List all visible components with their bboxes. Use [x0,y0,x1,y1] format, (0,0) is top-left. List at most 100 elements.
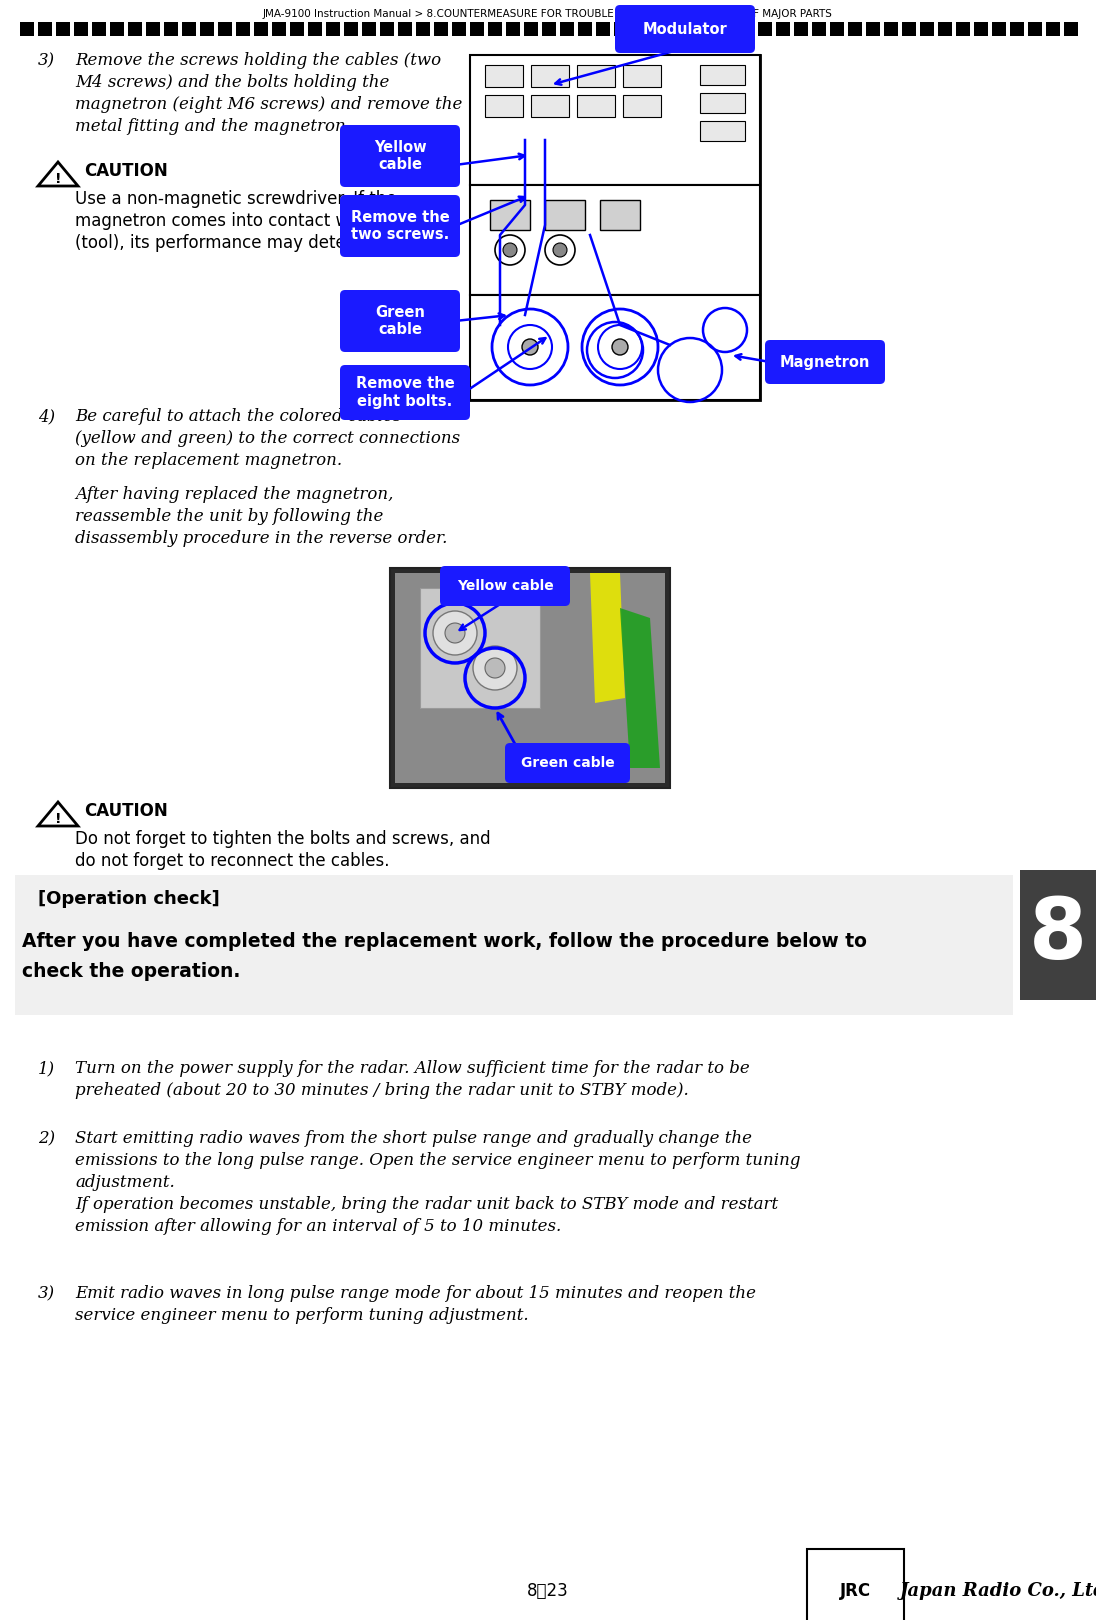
Circle shape [612,339,628,355]
FancyBboxPatch shape [505,744,630,782]
Bar [506,23,520,36]
Circle shape [433,611,477,654]
Text: emission after allowing for an interval of 5 to 10 minutes.: emission after allowing for an interval … [75,1218,561,1234]
Bar [758,23,772,36]
Bar [794,23,808,36]
FancyBboxPatch shape [340,290,460,352]
Bar [614,23,628,36]
Text: M4 screws) and the bolts holding the: M4 screws) and the bolts holding the [75,75,389,91]
Bar [920,23,934,36]
Bar [434,23,448,36]
Text: Remove the
two screws.: Remove the two screws. [351,211,449,243]
Text: Modulator: Modulator [642,21,728,37]
Text: If operation becomes unstable, bring the radar unit back to STBY mode and restar: If operation becomes unstable, bring the… [75,1196,778,1213]
Text: JMA-9100 Instruction Manual > 8.COUNTERMEASURE FOR TROUBLE ... > 8.4  REPLACEMEN: JMA-9100 Instruction Manual > 8.COUNTERM… [263,10,833,19]
Bar [596,23,610,36]
Bar [486,96,523,117]
Circle shape [503,243,517,258]
Text: Remove the screws holding the cables (two: Remove the screws holding the cables (tw… [75,52,441,70]
Bar [902,23,916,36]
Text: Turn on the power supply for the radar. Allow sufficient time for the radar to b: Turn on the power supply for the radar. … [75,1059,750,1077]
Bar [1046,23,1060,36]
Circle shape [522,339,538,355]
Text: reassemble the unit by following the: reassemble the unit by following the [75,509,384,525]
FancyBboxPatch shape [765,340,884,384]
Bar [632,23,646,36]
Text: Green
cable: Green cable [375,305,425,337]
Bar [722,23,737,36]
Bar [740,23,754,36]
Bar [623,96,661,117]
Text: After having replaced the magnetron,: After having replaced the magnetron, [75,486,393,502]
Text: Green cable: Green cable [521,757,615,770]
Circle shape [486,658,505,679]
Bar [344,23,358,36]
Text: magnetron comes into contact with any metal: magnetron comes into contact with any me… [75,212,459,230]
Bar [686,23,700,36]
Bar [452,23,466,36]
Text: magnetron (eight M6 screws) and remove the: magnetron (eight M6 screws) and remove t… [75,96,463,113]
Text: Yellow cable: Yellow cable [457,578,553,593]
Bar [416,23,430,36]
Bar [600,199,640,230]
Bar [218,23,232,36]
Bar [486,65,523,87]
Bar [164,23,178,36]
Bar [488,23,502,36]
Text: 4): 4) [38,408,55,424]
Bar [704,23,718,36]
Polygon shape [620,608,660,768]
Bar [15,875,1013,1016]
Bar [420,588,540,708]
Bar [576,65,615,87]
Bar [75,23,88,36]
Bar [974,23,987,36]
Bar [395,573,665,782]
Text: preheated (about 20 to 30 minutes / bring the radar unit to STBY mode).: preheated (about 20 to 30 minutes / brin… [75,1082,688,1098]
Text: Yellow
cable: Yellow cable [374,139,426,172]
Text: 2): 2) [38,1131,55,1147]
Circle shape [553,243,567,258]
Text: check the operation.: check the operation. [22,962,240,982]
Bar [884,23,898,36]
Circle shape [445,624,465,643]
Bar [650,23,664,36]
Text: Emit radio waves in long pulse range mode for about 15 minutes and reopen the: Emit radio waves in long pulse range mod… [75,1285,756,1302]
Bar [182,23,196,36]
Bar [110,23,124,36]
Bar [1011,23,1024,36]
Bar [380,23,393,36]
Bar [92,23,106,36]
Bar [530,65,569,87]
Bar [146,23,160,36]
Bar [1064,23,1078,36]
Bar [543,23,556,36]
Text: adjustment.: adjustment. [75,1174,174,1191]
FancyBboxPatch shape [615,5,755,53]
Bar [938,23,952,36]
Bar [576,96,615,117]
Text: disassembly procedure in the reverse order.: disassembly procedure in the reverse ord… [75,530,447,548]
FancyBboxPatch shape [439,565,570,606]
Bar [470,55,760,185]
Bar [38,23,52,36]
Text: Do not forget to tighten the bolts and screws, and: Do not forget to tighten the bolts and s… [75,829,491,847]
Bar [1020,870,1096,1000]
Bar [56,23,70,36]
Text: JRC: JRC [840,1583,871,1601]
Bar [390,569,670,787]
Bar [470,23,484,36]
Circle shape [473,646,517,690]
Text: emissions to the long pulse range. Open the service engineer menu to perform tun: emissions to the long pulse range. Open … [75,1152,800,1170]
Bar [490,199,530,230]
Text: 3): 3) [38,52,55,70]
Text: do not forget to reconnect the cables.: do not forget to reconnect the cables. [75,852,389,870]
Bar [362,23,376,36]
Text: 8－23: 8－23 [527,1583,569,1601]
Bar [254,23,269,36]
Bar [700,122,745,141]
Bar [830,23,844,36]
Bar [470,55,760,400]
Text: After you have completed the replacement work, follow the procedure below to: After you have completed the replacement… [22,931,867,951]
Text: 8: 8 [1029,894,1087,975]
